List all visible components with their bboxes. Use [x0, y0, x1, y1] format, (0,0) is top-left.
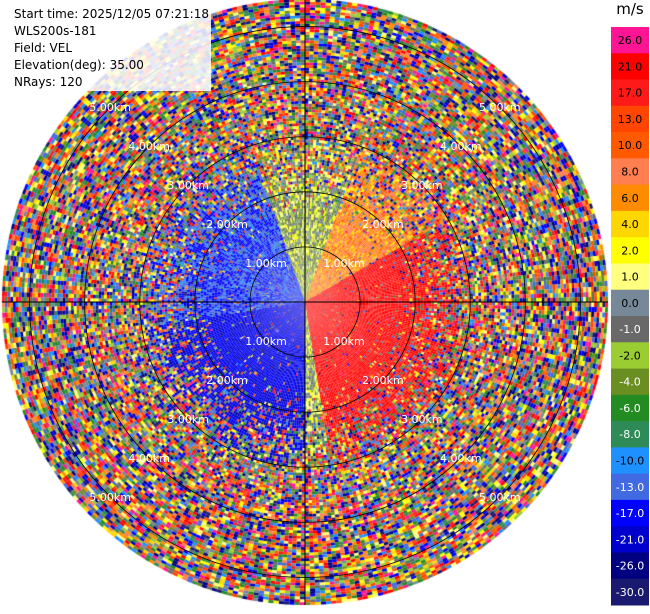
- colorbar-tick-label: -4.0: [619, 376, 640, 389]
- ppi-plot: 1.00km 1.00km 1.00km 1.00km 2.00km 2.00km 2.00…: [0, 0, 610, 610]
- colorbar-swatch: [611, 421, 649, 448]
- colorbar-tick-label: 26.0: [618, 34, 643, 47]
- colorbar-swatch: [611, 342, 649, 370]
- range-ring-label: 4.00km: [440, 452, 482, 465]
- colorbar-tick-label: 17.0: [618, 87, 643, 100]
- colorbar-tick-label: -13.0: [616, 481, 644, 494]
- colorbar-swatch: [611, 394, 649, 422]
- colorbar-tick-label: -21.0: [616, 533, 644, 546]
- colorbar-tick-label: -26.0: [616, 560, 644, 573]
- colorbar-swatch: [611, 552, 649, 580]
- colorbar-unit: m/s: [616, 0, 644, 18]
- range-ring-label: 2.00km: [206, 218, 248, 231]
- range-ring-label: 1.00km: [245, 257, 287, 270]
- elevation-label: Elevation(deg): 35.00: [14, 58, 144, 72]
- colorbar-swatch: [611, 473, 649, 501]
- range-ring-label: 2.00km: [362, 374, 404, 387]
- range-ring-label: 3.00km: [167, 413, 209, 426]
- range-ring-label: 1.00km: [245, 335, 287, 348]
- colorbar-swatch: [611, 316, 649, 343]
- colorbar-swatch: [611, 289, 649, 317]
- colorbar-scale: 26.0 21.0 17.0 13.0 10.0 8.0 6.0 4.0 2.0 1.0 0.0 -1…: [611, 27, 649, 606]
- range-ring-label: 1.00km: [323, 335, 365, 348]
- colorbar-swatch: [611, 79, 649, 107]
- range-ring-label: 5.00km: [89, 101, 131, 114]
- range-ring-label: 4.00km: [128, 140, 170, 153]
- colorbar-swatch: [611, 237, 649, 264]
- colorbar-tick-label: 2.0: [621, 244, 639, 257]
- colorbar-swatch: [611, 526, 649, 553]
- colorbar-swatch: [611, 184, 649, 212]
- range-ring-overlay: 1.00km 1.00km 1.00km 1.00km 2.00km 2.00km 2.00…: [2, 0, 608, 605]
- colorbar-tick-label: 10.0: [618, 139, 643, 152]
- range-ring-label: 1.00km: [323, 257, 365, 270]
- range-ring-label: 4.00km: [440, 140, 482, 153]
- colorbar-tick-label: -1.0: [619, 323, 640, 336]
- nrays-label: NRays: 120: [14, 75, 83, 89]
- colorbar-tick-label: 4.0: [621, 218, 639, 231]
- colorbar-swatch: [611, 447, 649, 475]
- colorbar-swatch: [611, 368, 649, 396]
- range-ring-label: 3.00km: [401, 413, 443, 426]
- range-ring-label: 2.00km: [362, 218, 404, 231]
- colorbar-tick-label: 0.0: [621, 297, 639, 310]
- colorbar-swatch: [611, 53, 649, 81]
- colorbar-tick-label: -10.0: [616, 455, 644, 468]
- field-label: Field: VEL: [14, 41, 73, 55]
- plot-info: Start time: 2025/12/05 07:21:18 WLS200s-…: [12, 6, 211, 91]
- colorbar-swatch: [611, 578, 649, 606]
- colorbar-tick-label: 8.0: [621, 166, 639, 179]
- colorbar-swatch: [611, 158, 649, 186]
- range-ring-label: 3.00km: [167, 179, 209, 192]
- range-ring-label: 5.00km: [89, 491, 131, 504]
- colorbar-tick-label: -6.0: [619, 402, 640, 415]
- colorbar-swatch: [611, 210, 649, 238]
- colorbar-swatch: [611, 132, 649, 159]
- range-ring-label: 2.00km: [206, 374, 248, 387]
- colorbar-swatch: [611, 499, 649, 527]
- colorbar-tick-label: -8.0: [619, 428, 640, 441]
- colorbar-tick-label: 21.0: [618, 60, 643, 73]
- colorbar-tick-label: -2.0: [619, 349, 640, 362]
- colorbar-tick-label: 1.0: [621, 271, 639, 284]
- colorbar-tick-label: -17.0: [616, 507, 644, 520]
- range-ring-label: 5.00km: [479, 101, 521, 114]
- instrument-label: WLS200s-181: [14, 24, 97, 38]
- range-ring-label: 3.00km: [401, 179, 443, 192]
- colorbar-tick-label: -30.0: [616, 586, 644, 599]
- colorbar-swatch: [611, 27, 649, 54]
- colorbar-tick-label: 13.0: [618, 113, 643, 126]
- colorbar-tick-label: 6.0: [621, 192, 639, 205]
- colorbar: m/s 26.0 21.0 17.0 13.0 10.0 8.0 6.0 4.0 2.0 1.0 0…: [610, 0, 650, 610]
- start-time-label: Start time: 2025/12/05 07:21:18: [14, 7, 209, 21]
- range-ring-label: 4.00km: [128, 452, 170, 465]
- range-ring-label: 5.00km: [479, 491, 521, 504]
- colorbar-swatch: [611, 263, 649, 291]
- colorbar-swatch: [611, 105, 649, 133]
